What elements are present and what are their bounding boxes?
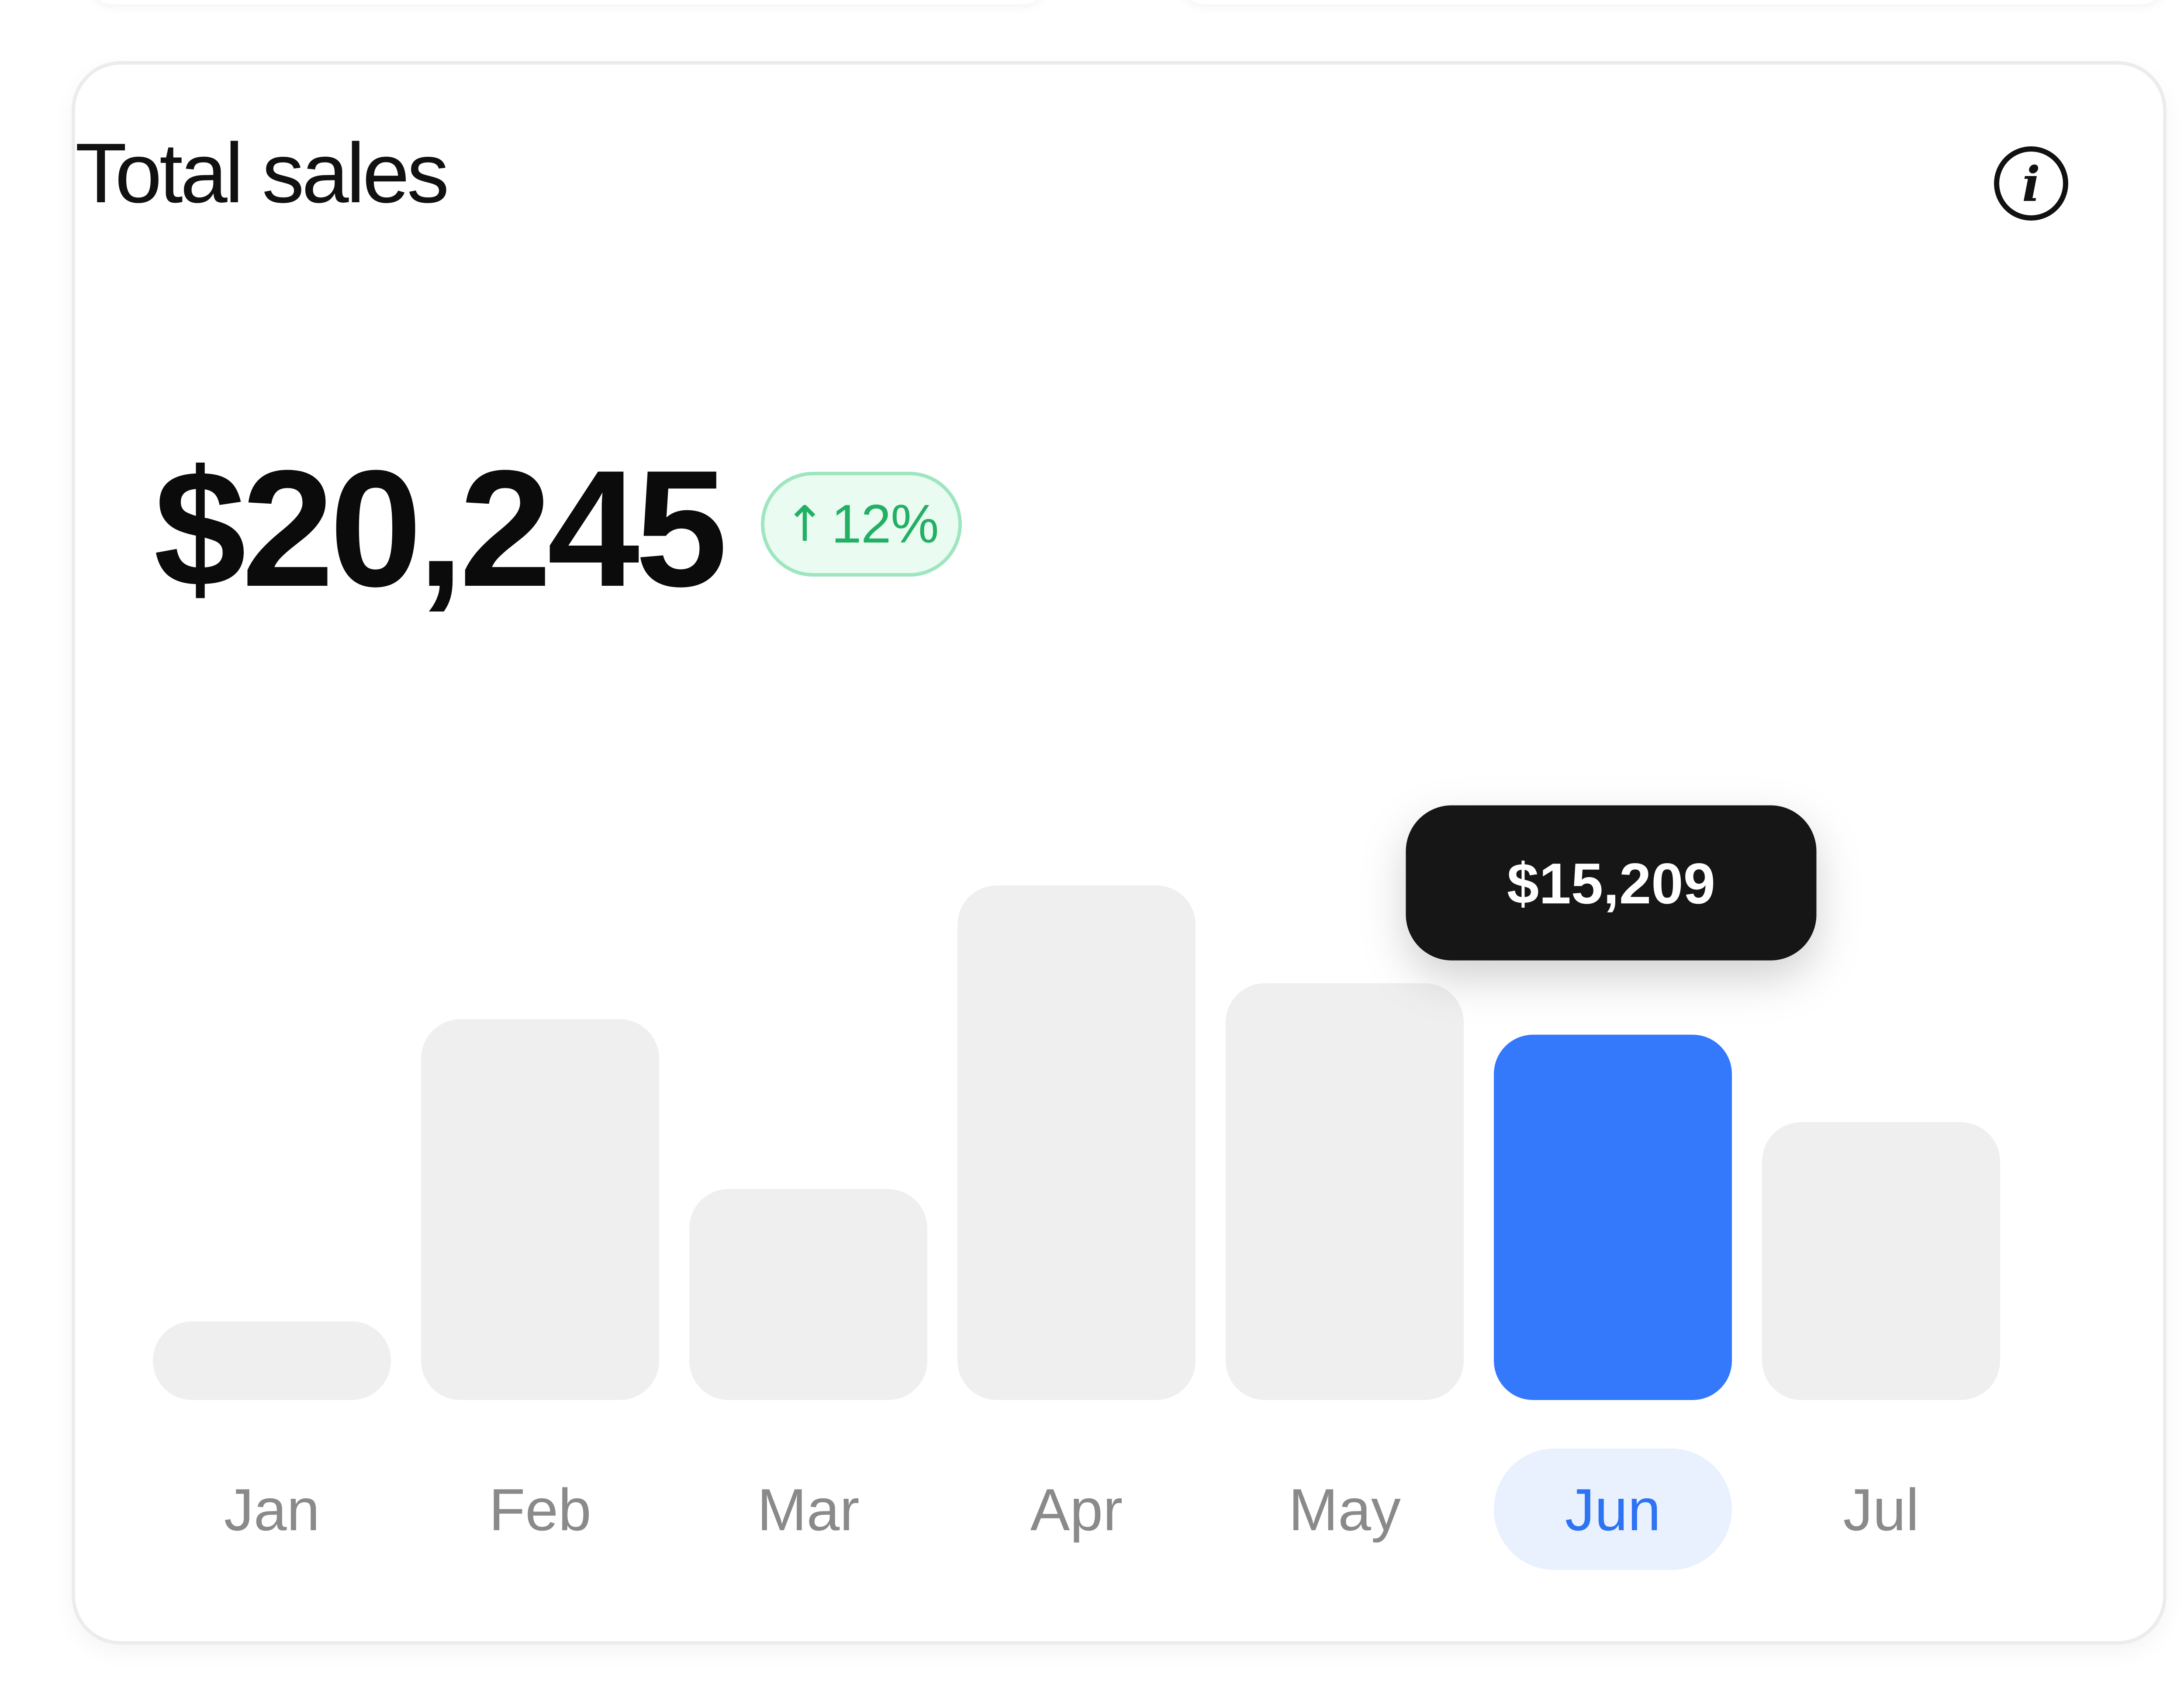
change-badge: ↑ 12% bbox=[761, 472, 962, 577]
selected-month-highlight bbox=[1494, 1449, 1732, 1570]
change-percent: 12% bbox=[831, 494, 939, 554]
bar-jul[interactable] bbox=[1762, 1122, 2000, 1400]
arrow-up-icon: ↑ bbox=[784, 496, 826, 553]
x-tick-label-jul[interactable]: Jul bbox=[1843, 1476, 1919, 1543]
x-tick-label-feb[interactable]: Feb bbox=[489, 1476, 591, 1543]
x-tick-label-mar[interactable]: Mar bbox=[757, 1476, 859, 1543]
bar-feb[interactable] bbox=[421, 1019, 659, 1400]
total-sales-value: $20,245 bbox=[154, 436, 728, 621]
x-tick-label-jun[interactable]: Jun bbox=[1565, 1476, 1661, 1543]
bar-mar[interactable] bbox=[689, 1189, 927, 1400]
bar-apr[interactable] bbox=[957, 885, 1196, 1400]
card-above-left bbox=[87, 0, 1048, 4]
card-above-right bbox=[1179, 0, 2167, 4]
value-tooltip bbox=[1406, 805, 1817, 961]
bar-jan[interactable] bbox=[153, 1321, 391, 1400]
info-icon: i bbox=[2022, 156, 2040, 212]
card-title: Total sales bbox=[75, 126, 449, 221]
bar-jun-selected[interactable] bbox=[1494, 1034, 1732, 1400]
x-tick-label-apr[interactable]: Apr bbox=[1030, 1476, 1123, 1543]
bar-may[interactable] bbox=[1226, 983, 1464, 1400]
x-tick-label-jan[interactable]: Jan bbox=[224, 1476, 320, 1543]
tooltip-background bbox=[1406, 805, 1817, 961]
tooltip-value: $15,209 bbox=[1507, 851, 1715, 916]
x-tick-label-may[interactable]: May bbox=[1289, 1476, 1401, 1543]
